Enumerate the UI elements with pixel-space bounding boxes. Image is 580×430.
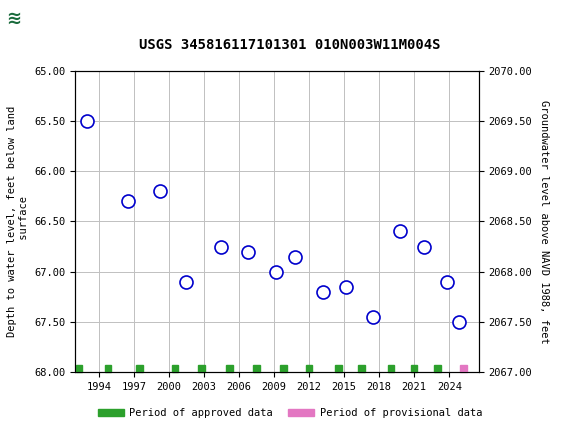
Point [419,243,428,250]
Point [443,278,452,285]
Point [124,198,133,205]
Point [244,248,253,255]
Point [396,228,405,235]
Bar [226,365,233,372]
Point [182,278,191,285]
Bar [172,365,178,372]
Bar [387,365,394,372]
Bar [460,365,466,372]
Bar [76,365,82,372]
Bar [434,365,441,372]
Bar [3,3,78,35]
Point [318,288,328,295]
Text: ≋: ≋ [6,10,21,28]
Bar [411,365,418,372]
Bar [105,365,111,372]
Point [155,188,164,195]
Point [454,318,463,325]
Bar [198,365,205,372]
Point [369,313,378,320]
Bar [280,365,287,372]
Legend: Period of approved data, Period of provisional data: Period of approved data, Period of provi… [93,404,487,423]
Text: USGS 345816117101301 010N003W11M004S: USGS 345816117101301 010N003W11M004S [139,38,441,52]
Bar [306,365,312,372]
Point [342,283,351,290]
Bar [136,365,143,372]
Bar [335,365,342,372]
Point [82,118,92,125]
Bar [253,365,260,372]
Text: USGS: USGS [38,12,85,26]
Y-axis label: Depth to water level, feet below land
 surface: Depth to water level, feet below land su… [8,106,29,337]
Y-axis label: Groundwater level above NAVD 1988, feet: Groundwater level above NAVD 1988, feet [539,100,549,343]
Point [217,243,226,250]
Bar [358,365,365,372]
Point [271,268,281,275]
Point [291,253,300,260]
